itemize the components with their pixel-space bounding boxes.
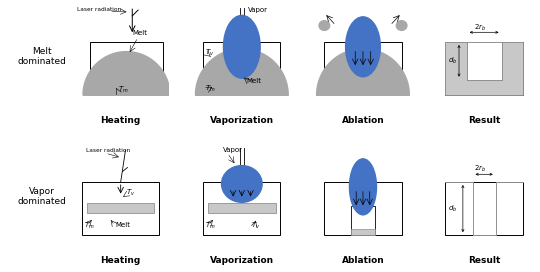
Ellipse shape bbox=[319, 21, 329, 30]
Bar bbox=[502, 42, 523, 95]
Text: Laser radiation: Laser radiation bbox=[86, 148, 130, 153]
Bar bbox=[208, 203, 275, 213]
Text: Laser radiation: Laser radiation bbox=[77, 7, 122, 12]
Bar bbox=[467, 42, 502, 80]
Text: $2r_b$: $2r_b$ bbox=[475, 22, 487, 33]
Bar bbox=[90, 42, 163, 95]
Bar bbox=[446, 182, 523, 235]
Ellipse shape bbox=[349, 159, 376, 215]
Text: $T_v$: $T_v$ bbox=[205, 48, 214, 58]
Bar bbox=[446, 80, 523, 95]
Ellipse shape bbox=[346, 17, 380, 77]
Bar bbox=[203, 42, 280, 95]
Bar bbox=[352, 206, 375, 235]
Text: Melt: Melt bbox=[132, 30, 147, 36]
Text: Vapor
dominated: Vapor dominated bbox=[17, 187, 66, 206]
Text: $T_m$: $T_m$ bbox=[84, 220, 94, 231]
Bar bbox=[446, 42, 467, 95]
Text: $d_b$: $d_b$ bbox=[448, 56, 458, 66]
Bar bbox=[446, 42, 523, 95]
Ellipse shape bbox=[221, 166, 262, 202]
Text: $T_m$: $T_m$ bbox=[205, 220, 216, 231]
Bar bbox=[325, 42, 402, 95]
Bar bbox=[82, 182, 159, 235]
Text: $T_m$: $T_m$ bbox=[205, 84, 216, 94]
Bar bbox=[203, 182, 280, 235]
Ellipse shape bbox=[396, 21, 407, 30]
Ellipse shape bbox=[224, 16, 260, 78]
Text: Result: Result bbox=[468, 256, 500, 265]
Text: Vaporization: Vaporization bbox=[210, 116, 274, 125]
Polygon shape bbox=[316, 49, 409, 95]
Text: $d_b$: $d_b$ bbox=[448, 203, 458, 214]
Text: Vapor: Vapor bbox=[222, 147, 242, 153]
Text: Melt
dominated: Melt dominated bbox=[17, 47, 66, 66]
Text: $T_m$: $T_m$ bbox=[118, 85, 129, 95]
Text: Heating: Heating bbox=[100, 256, 141, 265]
Text: Heating: Heating bbox=[100, 116, 141, 125]
Polygon shape bbox=[195, 49, 288, 95]
Text: Melt: Melt bbox=[247, 78, 262, 84]
Text: $2r_b$: $2r_b$ bbox=[475, 163, 487, 174]
Text: $T_v$: $T_v$ bbox=[125, 188, 135, 198]
Text: Ablation: Ablation bbox=[342, 116, 384, 125]
Text: $T_v$: $T_v$ bbox=[252, 220, 261, 231]
Polygon shape bbox=[83, 52, 170, 95]
Bar bbox=[352, 229, 375, 235]
Bar bbox=[446, 42, 523, 95]
Text: Vaporization: Vaporization bbox=[210, 256, 274, 265]
Text: Vapor: Vapor bbox=[248, 7, 268, 13]
Bar bbox=[446, 42, 523, 95]
Text: Ablation: Ablation bbox=[342, 256, 384, 265]
Bar bbox=[325, 182, 402, 235]
Bar bbox=[87, 203, 154, 213]
Text: Melt: Melt bbox=[116, 222, 131, 228]
Text: Result: Result bbox=[468, 116, 500, 125]
